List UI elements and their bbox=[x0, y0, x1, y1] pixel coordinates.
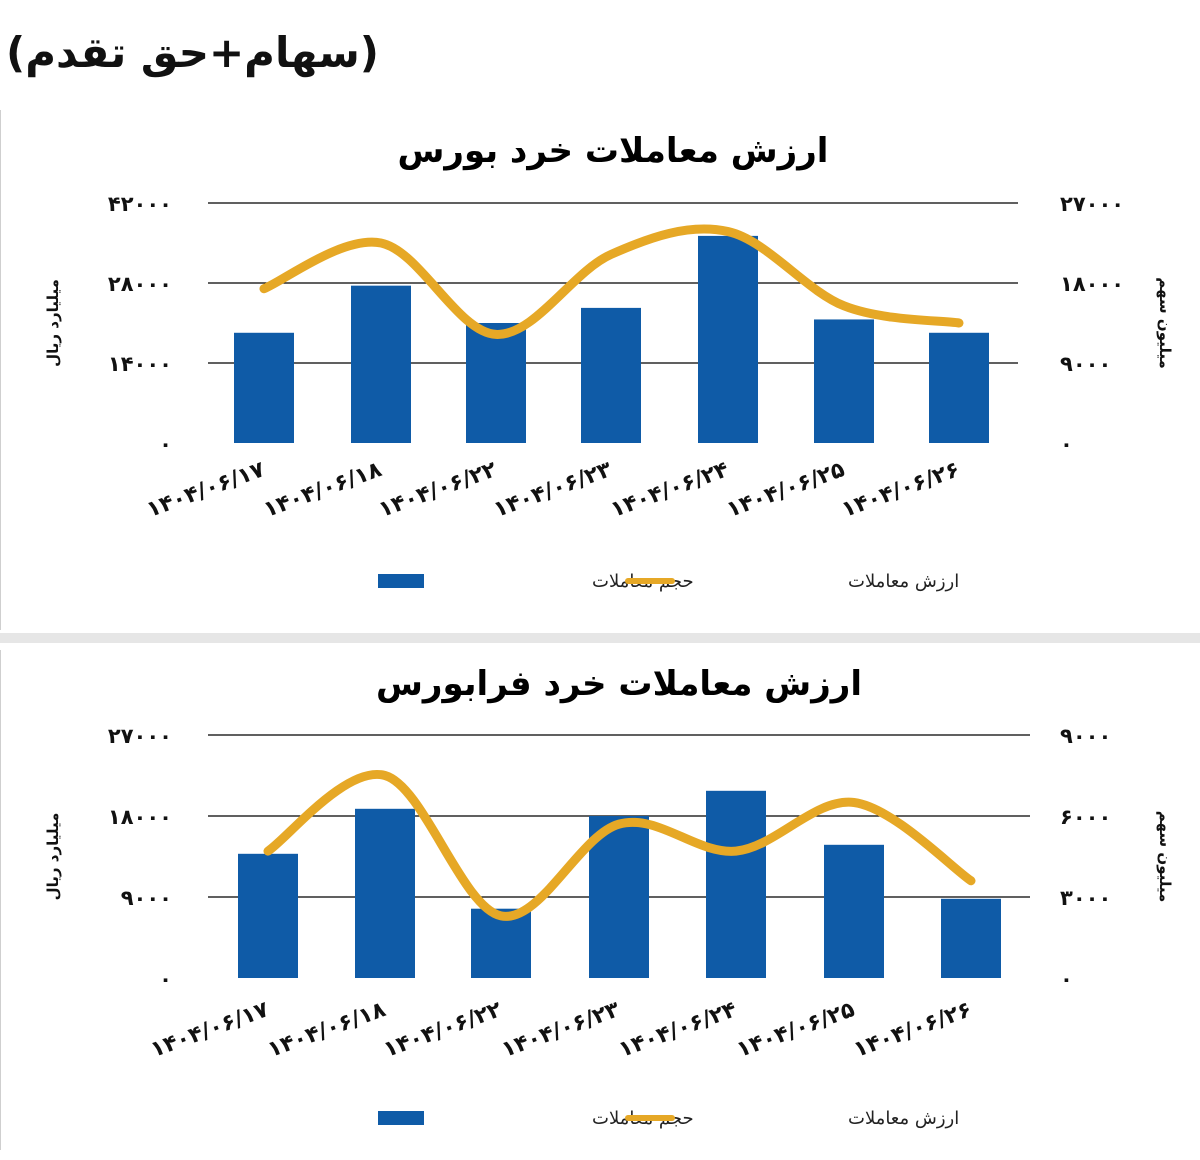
x-tick-label: ۱۴۰۴/۰۶/۲۳ bbox=[498, 997, 623, 1063]
series-line bbox=[263, 769, 976, 921]
x-tick-label: ۱۴۰۴/۰۶/۲۵ bbox=[723, 457, 848, 523]
right-axis-label: میلیون سهم bbox=[1156, 277, 1174, 369]
bar bbox=[824, 844, 884, 978]
x-tick-label: ۱۴۰۴/۰۶/۲۴ bbox=[607, 457, 732, 523]
left-axis-label: میلیارد ریال bbox=[44, 279, 62, 367]
left-tick-label: ۰ bbox=[159, 432, 172, 456]
farabourse-chart: ارزش معاملات خرد فرابورس ۰ ۰ ۹۰۰۰ ۳۰۰۰ ۱۸۰۰۰ ۶… bbox=[44, 664, 1174, 1129]
right-tick-label: ۹۰۰۰ bbox=[1060, 352, 1111, 376]
x-tick-label: ۱۴۰۴/۰۶/۱۸ bbox=[264, 997, 389, 1063]
bar bbox=[706, 790, 766, 978]
legend-line-label: ارزش معاملات bbox=[848, 1108, 959, 1129]
bar bbox=[698, 235, 758, 443]
x-tick-label: ۱۴۰۴/۰۶/۱۸ bbox=[260, 457, 385, 523]
right-tick-label: ۱۸۰۰۰ bbox=[1060, 272, 1124, 296]
x-tick-label: ۱۴۰۴/۰۶/۱۷ bbox=[147, 997, 272, 1063]
frame-line-bottom bbox=[0, 650, 1, 1150]
left-tick-label: ۱۴۰۰۰ bbox=[108, 352, 172, 376]
x-tick-label: ۱۴۰۴/۰۶/۲۳ bbox=[490, 457, 615, 523]
right-tick-label: ۶۰۰۰ bbox=[1060, 805, 1111, 829]
left-tick-label: ۰ bbox=[159, 967, 172, 991]
x-tick-label: ۱۴۰۴/۰۶/۱۷ bbox=[143, 457, 268, 523]
x-tick-label: ۱۴۰۴/۰۶/۲۴ bbox=[615, 997, 740, 1063]
bar bbox=[589, 816, 649, 978]
bar bbox=[581, 307, 641, 443]
right-axis-label: میلیون سهم bbox=[1156, 811, 1174, 903]
frame-line-top bbox=[0, 110, 1, 630]
right-tick-label: ۹۰۰۰ bbox=[1060, 724, 1111, 748]
right-tick-label: ۲۷۰۰۰ bbox=[1060, 192, 1124, 216]
bar bbox=[941, 898, 1001, 978]
x-tick-label: ۱۴۰۴/۰۶/۲۶ bbox=[850, 997, 975, 1063]
bar bbox=[929, 332, 989, 443]
legend-bar-swatch bbox=[378, 574, 424, 588]
bar bbox=[814, 319, 874, 443]
right-tick-label: ۳۰۰۰ bbox=[1060, 886, 1111, 910]
left-axis-label: میلیارد ریال bbox=[44, 813, 62, 901]
series-line bbox=[259, 224, 964, 339]
bar bbox=[466, 323, 526, 443]
right-tick-label: ۰ bbox=[1060, 967, 1073, 991]
bourse-chart: ارزش معاملات خرد بورس ۰ ۰ ۱۴۰۰۰ ۹۰۰۰ ۲۸۰۰۰ ۱۸۰… bbox=[44, 131, 1174, 592]
header-note: (سهام+حق تقدم) bbox=[6, 28, 379, 77]
bar bbox=[351, 285, 411, 443]
bar bbox=[234, 332, 294, 443]
left-tick-label: ۱۸۰۰۰ bbox=[108, 805, 172, 829]
left-tick-label: ۲۷۰۰۰ bbox=[108, 724, 172, 748]
chart-title: ارزش معاملات خرد بورس bbox=[398, 131, 829, 171]
legend-bar-swatch bbox=[378, 1111, 424, 1125]
bar bbox=[355, 808, 415, 978]
legend-line-label: ارزش معاملات bbox=[848, 571, 959, 592]
right-tick-label: ۰ bbox=[1060, 432, 1073, 456]
left-tick-label: ۴۲۰۰۰ bbox=[108, 192, 172, 216]
left-tick-label: ۹۰۰۰ bbox=[121, 886, 172, 910]
left-tick-label: ۲۸۰۰۰ bbox=[108, 272, 172, 296]
panel-divider bbox=[0, 633, 1200, 643]
bar bbox=[238, 853, 298, 978]
x-tick-label: ۱۴۰۴/۰۶/۲۵ bbox=[733, 997, 858, 1063]
x-tick-label: ۱۴۰۴/۰۶/۲۲ bbox=[375, 457, 500, 523]
x-tick-label: ۱۴۰۴/۰۶/۲۶ bbox=[838, 457, 963, 523]
x-tick-label: ۱۴۰۴/۰۶/۲۲ bbox=[380, 997, 505, 1063]
chart-title: ارزش معاملات خرد فرابورس bbox=[376, 664, 862, 704]
